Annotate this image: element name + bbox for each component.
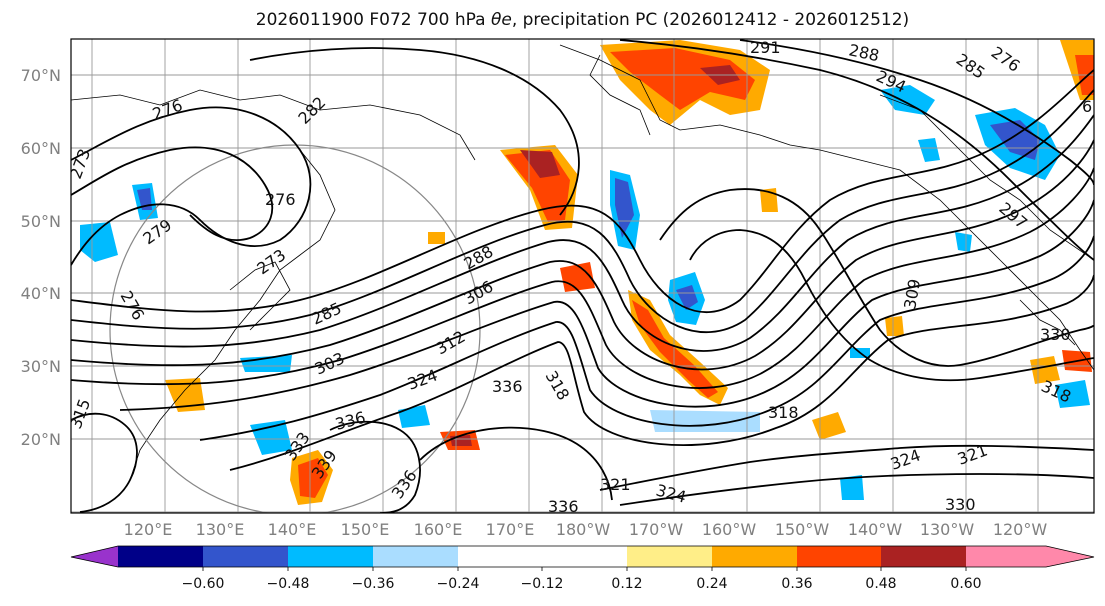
map-title: 2026011900 F072 700 hPa θe, precipitatio… — [255, 10, 910, 30]
colorbar-segment — [71, 546, 118, 567]
svg-text:6: 6 — [1082, 97, 1092, 116]
svg-text:150°W: 150°W — [775, 520, 830, 539]
svg-text:−0.24: −0.24 — [437, 576, 480, 592]
svg-text:170°E: 170°E — [486, 520, 535, 539]
svg-text:330: 330 — [1040, 325, 1071, 344]
svg-text:0.60: 0.60 — [950, 576, 981, 592]
svg-text:0.24: 0.24 — [696, 576, 727, 592]
colorbar-segment — [966, 546, 1094, 567]
colorbar — [70, 545, 1095, 568]
svg-text:30°N: 30°N — [21, 357, 61, 376]
theta-e-contours — [71, 39, 1094, 513]
lat-labels: 70°N 60°N 50°N 40°N 30°N 20°N — [21, 66, 61, 449]
svg-text:130°E: 130°E — [196, 520, 245, 539]
svg-text:130°W: 130°W — [920, 520, 975, 539]
svg-text:70°N: 70°N — [21, 66, 61, 85]
colorbar-segment — [203, 546, 288, 567]
svg-text:318: 318 — [768, 403, 799, 422]
colorbar-segment — [712, 546, 797, 567]
svg-text:330: 330 — [945, 495, 976, 514]
lon-labels: 120°E 130°E 140°E 150°E 160°E 170°E 180°… — [124, 520, 1048, 539]
svg-text:−0.36: −0.36 — [352, 576, 395, 592]
svg-text:0.48: 0.48 — [865, 576, 896, 592]
colorbar-tick-labels: −0.60 −0.48 −0.36 −0.24 −0.12 0.12 0.24 … — [182, 576, 982, 592]
svg-text:−0.60: −0.60 — [182, 576, 225, 592]
svg-text:291: 291 — [750, 38, 781, 57]
svg-text:140°W: 140°W — [848, 520, 903, 539]
svg-text:336: 336 — [492, 377, 523, 396]
svg-text:60°N: 60°N — [21, 139, 61, 158]
colorbar-segment — [118, 546, 203, 567]
map-border — [70, 38, 1095, 514]
svg-text:180°W: 180°W — [556, 520, 611, 539]
colorbar-segment — [797, 546, 881, 567]
svg-text:150°E: 150°E — [341, 520, 390, 539]
svg-text:−0.48: −0.48 — [267, 576, 310, 592]
colorbar-segment — [542, 546, 627, 567]
colorbar-ticks — [202, 567, 967, 571]
svg-text:276: 276 — [265, 190, 296, 209]
precip-shading — [80, 40, 1094, 505]
colorbar-segment — [288, 546, 373, 567]
reference-circle — [109, 144, 481, 513]
svg-text:120°W: 120°W — [993, 520, 1048, 539]
svg-text:120°E: 120°E — [124, 520, 173, 539]
colorbar-segment — [881, 546, 966, 567]
colorbar-segment — [458, 546, 542, 567]
svg-text:140°E: 140°E — [268, 520, 317, 539]
svg-text:321: 321 — [600, 475, 631, 494]
colorbar-segment — [373, 546, 458, 567]
svg-text:0.36: 0.36 — [781, 576, 812, 592]
svg-text:50°N: 50°N — [21, 212, 61, 231]
svg-text:20°N: 20°N — [21, 430, 61, 449]
colorbar-segment — [627, 546, 712, 567]
svg-text:336: 336 — [548, 497, 579, 516]
svg-text:170°W: 170°W — [629, 520, 684, 539]
svg-text:0.12: 0.12 — [611, 576, 642, 592]
svg-text:−0.12: −0.12 — [521, 576, 564, 592]
svg-text:160°W: 160°W — [702, 520, 757, 539]
svg-text:160°E: 160°E — [414, 520, 463, 539]
svg-text:40°N: 40°N — [21, 284, 61, 303]
